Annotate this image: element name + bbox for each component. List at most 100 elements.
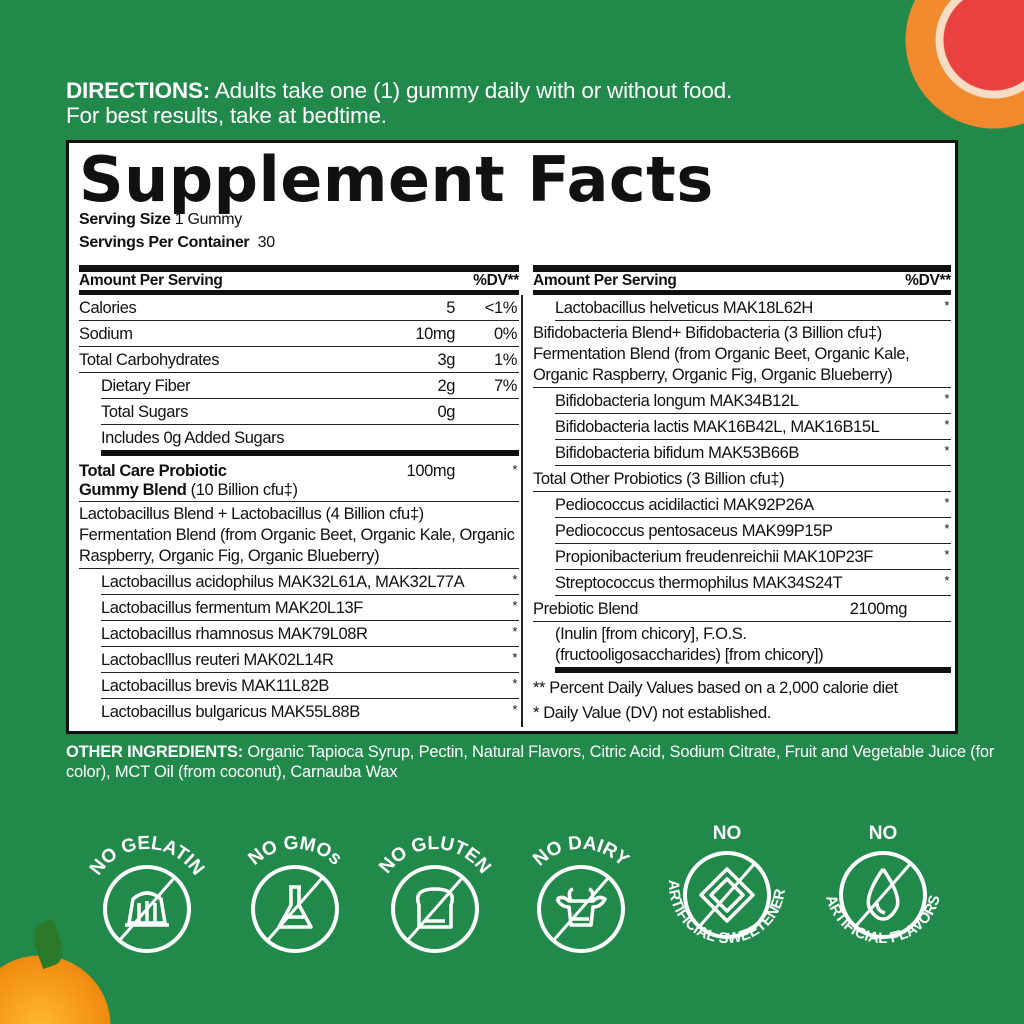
badge-svg: NO GLUTEN (375, 833, 495, 953)
badge-top-text: NO GELATIN (86, 833, 208, 879)
blend-line2: (10 Billion cfu‡) (186, 481, 298, 499)
ingredient-dv: * (944, 521, 949, 536)
ingredient-row: Bifidobacteria bifidum MAK53B66B * (555, 440, 951, 466)
ingredient-name: Bifidobacteria lactis MAK16B42L, MAK16B1… (555, 418, 880, 436)
ingredient-name: Lactobacillus helveticus MAK18L62H (555, 299, 813, 317)
blend-line1: Total Care Probiotic (79, 462, 227, 480)
ingredient-row: Lactobacillus rhamnosus MAK79L08R * (101, 621, 519, 647)
badge-top-text: NO GLUTEN (375, 833, 495, 878)
other-ingredients-label: OTHER INGREDIENTS: (66, 743, 243, 761)
svg-text:NO GMOs: NO GMOs (244, 833, 345, 870)
ingredient-name: Streptococcus thermophilus MAK34S24T (555, 574, 843, 592)
prebiotic-detail: (Inulin [from chicory], F.O.S. (fructool… (555, 622, 951, 673)
ingredient-dv: * (944, 573, 949, 588)
ingredient-row: Bifidobacteria longum MAK34B12L * (555, 388, 951, 414)
ingredient-row: Pediococcus pentosaceus MAK99P15P * (555, 518, 951, 544)
supplement-facts-panel: Supplement Facts Serving Size 1 Gummy Se… (66, 140, 958, 734)
badge-svg: NO DAIRY (529, 833, 633, 953)
ingredient-dv: * (944, 298, 949, 313)
badge-no-gluten: NO GLUTEN (360, 810, 510, 985)
servings-value: 30 (257, 234, 276, 251)
helveticus-row: Lactobacillus helveticus MAK18L62H * (555, 295, 951, 321)
serving-size: Serving Size 1 Gummy (79, 211, 242, 229)
ingredient-dv: * (512, 624, 517, 639)
badge-strike (405, 876, 465, 942)
ingredient-row: Total Carbohydrates 3g 1% (79, 347, 519, 373)
ingredient-amount: 2g (437, 377, 455, 395)
badge-svg: NO GELATIN (86, 833, 208, 953)
svg-text:NO GELATIN: NO GELATIN (86, 833, 208, 879)
other-ingredients: OTHER INGREDIENTS: Organic Tapioca Syrup… (66, 742, 1024, 782)
badge-strike (853, 862, 913, 928)
badge-circle (683, 851, 771, 939)
badge-circle (103, 865, 191, 953)
ingredient-dv: * (944, 495, 949, 510)
ingredient-row: Lactobaclllus reuteri MAK02L14R * (101, 647, 519, 673)
badge-strike (551, 876, 611, 942)
ingredient-name: Lactobacillus bulgaricus MAK55L88B (101, 703, 360, 721)
ingredient-amount: 0g (437, 403, 455, 421)
ingredient-name: Sodium (79, 325, 133, 343)
other-ingredients-text: Organic Tapioca Syrup, Pectin, Natural F… (66, 743, 995, 781)
ingredient-name: Lactobacillus brevis MAK11L82B (101, 677, 329, 695)
gelatin-icon (125, 891, 169, 927)
ingredient-name: Lactobacillus rhamnosus MAK79L08R (101, 625, 368, 643)
ingredient-row: Includes 0g Added Sugars (101, 425, 519, 456)
ingredient-name: Bifidobacteria longum MAK34B12L (555, 392, 799, 410)
servings-label: Servings Per Container (79, 234, 250, 251)
ingredient-name: Lactobacillus acidophilus MAK32L61A, MAK… (101, 573, 465, 591)
ingredient-amount: 5 (446, 299, 455, 317)
ingredient-row: Total Sugars 0g (101, 399, 519, 425)
ingredient-name: Total Carbohydrates (79, 351, 220, 369)
ingredient-dv: 0% (493, 325, 517, 343)
left-column-header: Amount Per Serving %DV** (79, 265, 519, 295)
ingredient-row: Sodium 10mg 0% (79, 321, 519, 347)
ingredient-dv: 7% (493, 377, 517, 395)
ingredient-row: Streptococcus thermophilus MAK34S24T * (555, 570, 951, 596)
ingredient-row: Calories 5 <1% (79, 295, 519, 321)
drop-icon (866, 868, 900, 921)
badge-svg: NO ARTIFICIAL FLAVORS (822, 823, 944, 947)
ingredient-name: Dietary Fiber (101, 377, 191, 395)
blend-amount: 100mg (406, 462, 456, 480)
prebiotic-row: Prebiotic Blend 2100mg (533, 596, 951, 622)
ingredient-row: Propionibacterium freudenreichii MAK10P2… (555, 544, 951, 570)
ingredient-dv: * (944, 443, 949, 458)
ingredient-row: Dietary Fiber 2g 7% (101, 373, 519, 399)
right-column: Amount Per Serving %DV** Lactobacillus he… (533, 265, 951, 725)
right-column-header: Amount Per Serving %DV** (533, 265, 951, 295)
badge-no-gelatin: NO GELATIN (72, 810, 222, 985)
ingredient-name: Bifidobacteria bifidum MAK53B66B (555, 444, 800, 462)
bread-icon (416, 887, 454, 929)
prebiotic-name: Prebiotic Blend (533, 600, 638, 618)
badge-circle (251, 865, 339, 953)
badge-svg: NO GMOs (244, 833, 346, 953)
badge-no-artificial-flavors: NO ARTIFICIAL FLAVORS (808, 810, 958, 985)
blend-row: Total Care Probiotic Gummy Blend (10 Bil… (79, 456, 519, 502)
badge-svg: NO ARTIFICIAL SWEETENERS (665, 823, 789, 947)
grapefruit-decoration (902, 0, 1024, 130)
blend-dv: * (512, 462, 517, 477)
blend-line2-bold: Gummy Blend (79, 481, 187, 499)
cow-icon (555, 887, 607, 927)
badge-strike (265, 876, 325, 942)
badge-top-text: NO (869, 823, 898, 844)
servings-per-container: Servings Per Container 30 (79, 234, 275, 252)
ingredient-amount: 3g (437, 351, 455, 369)
ingredient-name: Includes 0g Added Sugars (101, 429, 285, 447)
ingredient-dv: * (512, 598, 517, 613)
ingredient-row: Lactobacillus acidophilus MAK32L61A, MAK… (101, 569, 519, 595)
directions-line2: For best results, take at bedtime. (66, 103, 387, 128)
ingredient-name: Pediococcus acidilactici MAK92P26A (555, 496, 814, 514)
sweetener-icon (699, 867, 755, 923)
amount-header: Amount Per Serving (79, 272, 223, 289)
badge-circle (391, 865, 479, 953)
amount-header: Amount Per Serving (533, 272, 677, 289)
left-column: Amount Per Serving %DV** Calories 5 <1% Sodi… (79, 265, 519, 724)
badge-top-text: NO GMOs (244, 833, 345, 870)
svg-text:NO GLUTEN: NO GLUTEN (375, 833, 495, 878)
badge-strike (697, 862, 757, 928)
ingredient-name: Total Sugars (101, 403, 188, 421)
badge-circle (839, 851, 927, 939)
footnote-not-established: * Daily Value (DV) not established. (533, 704, 771, 722)
